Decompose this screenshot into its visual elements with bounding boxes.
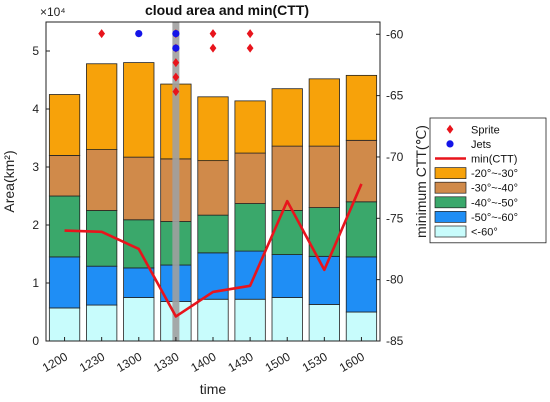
x-tick-label-6: 1500 (263, 349, 293, 375)
sprite-marker-7 (209, 43, 217, 53)
bar-segment-1400-s4 (197, 96, 229, 162)
bar-segment-1530-s3 (308, 145, 340, 208)
x-axis: 1200 1230 1300 1330 1400 1430 1500 1530 1600 (40, 337, 367, 375)
right-tick-label-0: -85 (386, 334, 404, 348)
bar-segment-1300-s3 (123, 156, 155, 221)
x-tick-label-4: 1400 (188, 349, 218, 375)
bar-segment-1230-s1 (86, 265, 118, 306)
chart-title: cloud area and min(CTT) (145, 2, 309, 18)
legend-label-jets: Jets (471, 139, 492, 151)
bar-segment-1430-s2 (234, 203, 266, 252)
y-left-axis-title: Area(km²) (1, 150, 17, 212)
y-right-axis-title: minimum CTT(℃) (413, 125, 429, 238)
bar-segment-1500-s3 (271, 145, 303, 211)
right-tick-label-1: -80 (386, 273, 404, 287)
bar-segment-1500-s4 (271, 88, 303, 147)
right-tick-label-4: -65 (386, 89, 404, 103)
left-tick-label-4: 4 (32, 102, 39, 116)
sprite-marker-0 (98, 29, 106, 39)
bar-segment-1200-s3 (48, 154, 81, 197)
x-tick-label-0: 1200 (40, 349, 70, 375)
right-axis: -85 -80 -75 -70 -65 -60 (376, 27, 404, 348)
x-tick-label-2: 1300 (114, 349, 144, 375)
bar-segment-1230-s3 (86, 149, 118, 211)
bar-segment-1600-s3 (345, 139, 378, 203)
bar-segment-1530-s0 (308, 304, 340, 342)
bar-segment-1500-s2 (271, 210, 303, 255)
legend-swatch-series-4 (434, 167, 467, 179)
sprite-marker-5 (172, 87, 180, 97)
x-tick-label-3: 1330 (151, 349, 181, 375)
y-exponent-label: ×10⁴ (40, 5, 66, 19)
legend-swatch-sprite (446, 124, 454, 134)
bar-segment-1200-s2 (48, 195, 81, 258)
bar-segment-1500-s1 (271, 254, 303, 298)
legend-label-series-4: -20°~-30° (471, 168, 518, 180)
left-tick-label-2: 2 (32, 218, 39, 232)
bar-segment-1430-s1 (234, 250, 266, 300)
legend-label-series-1: -50°~-60° (471, 212, 518, 224)
bar-segment-1600-s4 (345, 74, 378, 141)
jet-marker-1 (172, 29, 180, 38)
legend-label-series-2: -40°~-50° (471, 197, 518, 209)
legend-label-sprite: Sprite (471, 124, 500, 136)
bar-segment-1230-s2 (86, 210, 118, 267)
bar-segment-1500-s0 (271, 297, 303, 342)
legend: Sprite Jets min(CTT) -20°~-30° -30°~-40° -40°… (429, 117, 547, 244)
bar-segment-1200-s1 (48, 256, 81, 309)
legend-label-series-3: -30°~-40° (471, 183, 518, 195)
jet-marker-2 (172, 44, 180, 52)
legend-swatch-jets (446, 140, 454, 148)
highlight-line (172, 22, 180, 341)
markers-layer (98, 29, 254, 97)
legend-swatch-series-1 (434, 211, 467, 223)
sprite-marker-6 (209, 29, 217, 39)
x-tick-label-7: 1530 (300, 349, 330, 375)
bar-segment-1600-s0 (345, 311, 378, 342)
legend-swatch-series-0 (434, 225, 467, 238)
sprite-marker-8 (246, 29, 254, 39)
bar-segment-1600-s2 (345, 201, 378, 258)
legend-swatch-series-2 (434, 196, 467, 209)
sprite-marker-3 (172, 58, 180, 68)
bar-segment-1600-s1 (345, 256, 378, 313)
left-tick-label-1: 1 (32, 276, 39, 290)
legend-label-series-0: <-60° (471, 227, 498, 239)
right-tick-label-3: -70 (386, 150, 404, 164)
legend-label-min-ctt: min(CTT) (471, 154, 517, 166)
right-tick-label-2: -75 (386, 211, 404, 225)
legend-box (429, 117, 547, 244)
sprite-marker-9 (246, 43, 254, 53)
bars-layer (48, 62, 378, 342)
bar-segment-1530-s4 (308, 78, 340, 147)
x-tick-label-1: 1230 (77, 349, 107, 375)
bar-segment-1200-s0 (48, 307, 81, 342)
bar-segment-1400-s3 (197, 160, 229, 216)
left-tick-label-0: 0 (32, 334, 39, 348)
x-tick-label-8: 1600 (337, 349, 367, 375)
legend-swatch-series-3 (434, 181, 467, 194)
sprite-marker-4 (172, 72, 180, 82)
bar-segment-1400-s0 (197, 298, 229, 342)
bar-segment-1430-s4 (234, 100, 266, 154)
bar-segment-1400-s2 (197, 214, 229, 254)
bar-segment-1230-s4 (86, 63, 118, 150)
jet-marker-0 (135, 29, 143, 38)
right-tick-label-5: -60 (386, 27, 404, 41)
bar-segment-1300-s4 (123, 62, 155, 158)
left-tick-label-5: 5 (32, 44, 39, 58)
left-tick-label-3: 3 (32, 160, 39, 174)
bar-segment-1430-s0 (234, 298, 266, 342)
x-tick-label-5: 1430 (225, 349, 255, 375)
left-axis: 0 1 2 3 4 5 (32, 44, 50, 348)
bar-segment-1300-s0 (123, 297, 155, 342)
bar-segment-1200-s4 (48, 94, 81, 156)
bar-segment-1300-s1 (123, 267, 155, 298)
bar-segment-1230-s0 (86, 304, 118, 342)
x-axis-title: time (200, 381, 227, 397)
bar-segment-1530-s1 (308, 255, 340, 305)
min-ctt-line (64, 183, 363, 318)
bar-segment-1430-s3 (234, 152, 266, 204)
